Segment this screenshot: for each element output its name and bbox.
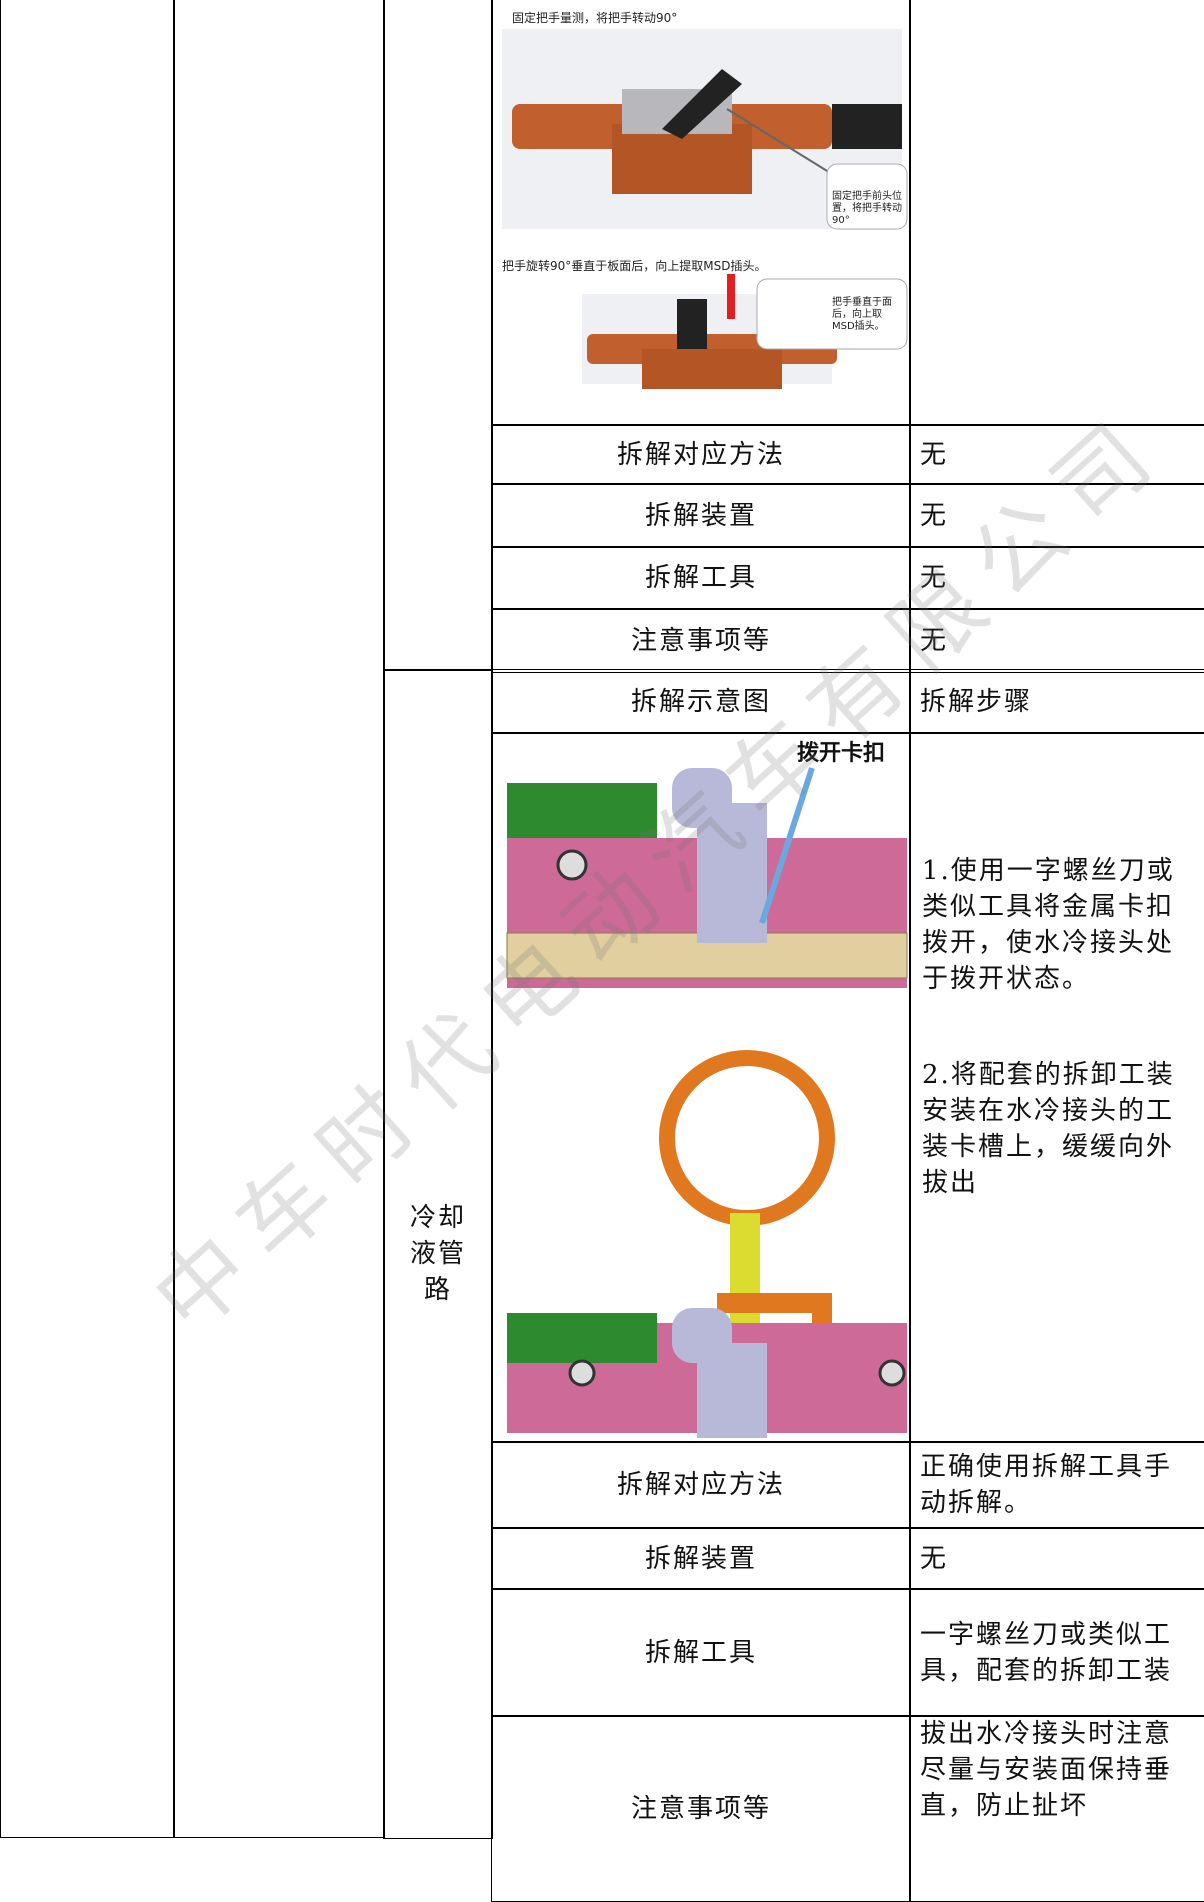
row-value: 正确使用拆解工具手动拆解。 (909, 1441, 1204, 1529)
steps-cell: 1.使用一字螺丝刀或类似工具将金属卡扣拨开，使水冷接头处于拨开状态。 2.将配套… (909, 732, 1204, 1443)
image-label: 拨开卡扣 (797, 741, 886, 766)
column-1 (0, 0, 175, 1838)
row-value: 一字螺丝刀或类似工具，配套的拆卸工装 (909, 1588, 1204, 1717)
row-value: 拔出水冷接头时注意尽量与安装面保持垂直，防止扯坏 (909, 1715, 1204, 1902)
illustration (506, 767, 908, 1438)
column-3-top (383, 0, 493, 671)
row-value: 无 (909, 608, 1204, 673)
row-label: 注意事项等 (491, 608, 911, 673)
header-cell: 拆解示意图 (491, 669, 911, 734)
row-label: 注意事项等 (491, 1715, 911, 1902)
image-cell: 固定把手量测，将把手转动90° 固定把手前头位置，将把手转动90° 把手旋转90… (491, 0, 911, 426)
caption: 把手旋转90°垂直于板面后，向上提取MSD插头。 (502, 259, 767, 273)
row-label: 拆解对应方法 (491, 1441, 911, 1529)
row-value: 无 (909, 1527, 1204, 1590)
row-label: 拆解对应方法 (491, 424, 911, 485)
caption: 固定把手量测，将把手转动90° (512, 11, 678, 25)
callout: 固定把手前头位置，将把手转动90° (832, 191, 902, 226)
row-value: 无 (909, 424, 1204, 485)
row-label: 拆解装置 (491, 483, 911, 548)
row-label: 拆解工具 (491, 546, 911, 610)
callout: 把手垂直于面后，向上取MSD插头。 (832, 297, 892, 332)
step: 1.使用一字螺丝刀或类似工具将金属卡扣拨开，使水冷接头处于拨开状态。 (922, 856, 1175, 994)
section-label: 冷却液管路 (383, 669, 493, 1839)
header-cell: 拆解步骤 (909, 669, 1204, 734)
empty-cell (909, 0, 1204, 426)
image-cell: 拨开卡扣 (491, 732, 911, 1443)
illustration (502, 29, 908, 389)
row-value: 无 (909, 483, 1204, 548)
row-label: 拆解装置 (491, 1527, 911, 1590)
row-value: 无 (909, 546, 1204, 610)
column-2 (173, 0, 385, 1838)
row-label: 拆解工具 (491, 1588, 911, 1717)
step: 2.将配套的拆卸工装安装在水冷接头的工装卡槽上，缓缓向外拔出 (922, 1060, 1175, 1198)
